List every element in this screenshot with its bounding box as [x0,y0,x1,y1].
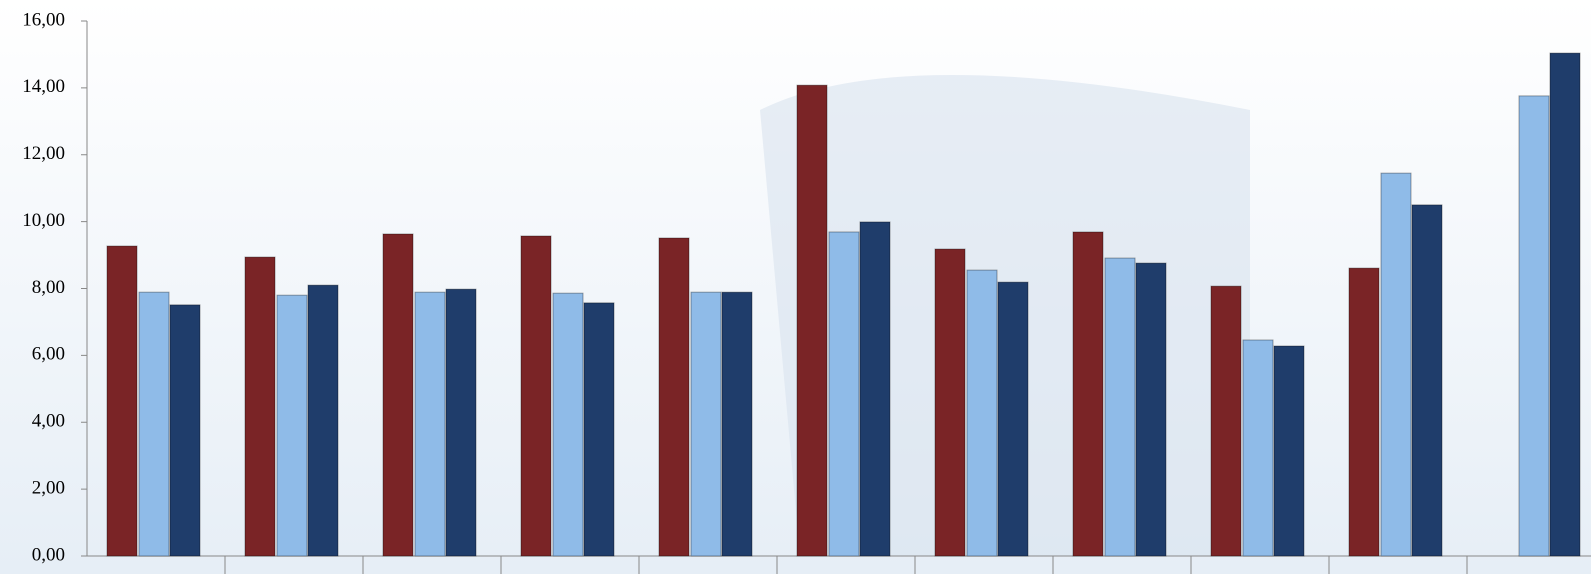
y-tick-label: 4,00 [32,411,65,432]
bar [966,269,998,557]
bar [307,284,339,557]
bar [1273,345,1305,557]
bar [1104,257,1136,557]
bar [520,235,552,557]
bar [1348,267,1380,557]
bar [276,294,308,557]
y-tick-label: 2,00 [32,477,65,498]
bar [106,245,138,557]
bar [1210,285,1242,557]
bar [583,302,615,557]
bar [445,288,477,557]
y-tick-label: 14,00 [22,76,65,97]
bar [244,256,276,557]
y-tick-label: 12,00 [22,143,65,164]
y-tick-label: 8,00 [32,277,65,298]
y-tick-label: 6,00 [32,344,65,365]
bar [796,84,828,557]
bar [1380,172,1412,557]
bar [934,248,966,557]
bar [552,292,584,557]
y-tick-label: 16,00 [22,9,65,30]
y-tick-label: 10,00 [22,210,65,231]
bar [1242,339,1274,557]
y-tick-label: 0,00 [32,544,65,565]
bar [382,233,414,557]
bar [1549,52,1581,557]
bar [414,291,446,557]
bar [997,281,1029,557]
bar [169,304,201,557]
bar [1411,204,1443,557]
bar [1518,95,1550,557]
bar [690,291,722,557]
bar [721,291,753,557]
bar [1135,262,1167,557]
bar [828,231,860,557]
bar [1072,231,1104,557]
bar [138,291,170,557]
bar [658,237,690,557]
bar [859,221,891,557]
